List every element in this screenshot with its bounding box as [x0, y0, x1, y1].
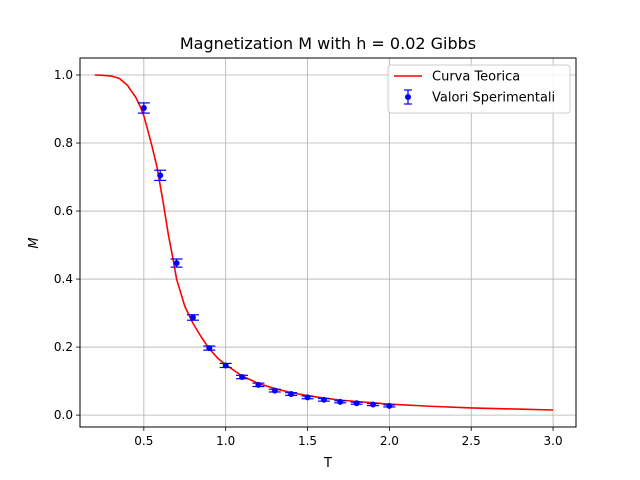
y-tick-label: 0.0 — [54, 408, 73, 422]
data-marker — [271, 387, 278, 394]
data-point — [350, 400, 363, 407]
data-marker — [288, 391, 295, 398]
data-marker — [222, 362, 229, 369]
data-marker — [157, 172, 164, 179]
y-axis-label: M — [27, 237, 42, 248]
x-tick-label: 2.5 — [462, 434, 481, 448]
x-axis-label: T — [323, 456, 332, 471]
grid — [80, 58, 576, 427]
data-marker — [140, 104, 147, 111]
data-point — [268, 387, 281, 394]
y-tick-label: 1.0 — [54, 68, 73, 82]
data-marker — [370, 401, 377, 408]
data-point — [252, 381, 265, 388]
legend: Curva Teorica Valori Sperimentali — [387, 64, 571, 114]
data-point — [285, 391, 298, 398]
data-marker — [386, 402, 393, 409]
plot-area — [94, 74, 554, 411]
data-marker — [337, 398, 344, 405]
y-tick-label: 0.4 — [54, 272, 73, 286]
data-marker — [255, 381, 262, 388]
legend-swatch-valori-sperimentali — [404, 89, 412, 105]
data-marker — [206, 345, 213, 352]
data-point — [154, 169, 167, 182]
data-point — [367, 401, 380, 408]
data-marker — [353, 400, 360, 407]
data-marker — [189, 314, 196, 321]
data-point — [301, 394, 314, 401]
y-tick-label: 0.8 — [54, 136, 73, 150]
plot-frame — [79, 57, 577, 428]
data-point — [317, 396, 330, 403]
legend-label-valori-sperimentali: Valori Sperimentali — [432, 91, 555, 106]
chart-title: Magnetization M with h = 0.02 Gibbs — [180, 34, 476, 53]
data-point — [137, 102, 150, 114]
x-tick-label: 2.0 — [380, 434, 399, 448]
data-point — [186, 314, 199, 321]
y-tick-label: 0.6 — [54, 204, 73, 218]
data-marker — [239, 374, 246, 381]
data-point — [383, 402, 396, 409]
x-tick-label: 0.5 — [134, 434, 153, 448]
data-point — [334, 398, 347, 405]
data-marker — [304, 394, 311, 401]
data-marker — [173, 260, 180, 267]
x-tick-label: 1.5 — [298, 434, 317, 448]
data-marker — [320, 396, 327, 403]
axes-ticks: 0.5 1.0 1.5 2.0 2.5 3.0 0.0 0.2 0.4 0.6 0.8 1.0 — [54, 68, 563, 448]
data-point — [219, 362, 232, 369]
data-point — [170, 258, 183, 268]
x-tick-label: 3.0 — [544, 434, 563, 448]
data-point — [203, 345, 216, 352]
data-point — [236, 374, 249, 381]
legend-label-curva-teorica: Curva Teorica — [432, 70, 520, 85]
y-tick-label: 0.2 — [54, 340, 73, 354]
x-tick-label: 1.0 — [216, 434, 235, 448]
legend-box — [387, 64, 571, 114]
